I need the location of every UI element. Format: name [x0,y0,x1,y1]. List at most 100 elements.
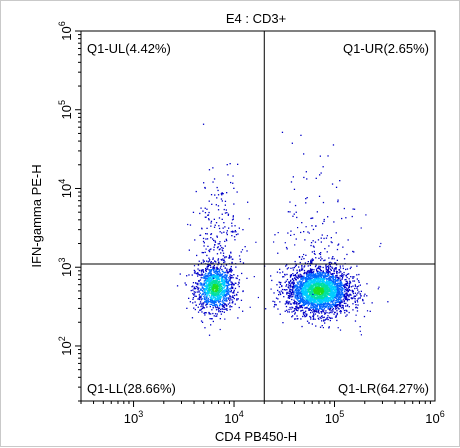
event-dot [238,255,241,257]
event-dot [212,262,214,264]
event-dot [318,302,321,304]
event-dot [219,275,221,277]
event-dot [328,297,331,300]
event-dot [222,295,225,297]
event-dot [222,305,224,307]
event-dot [313,278,315,280]
event-dot [219,269,221,271]
event-dot [208,291,210,293]
event-dot [330,301,332,303]
event-dot [318,291,320,293]
event-dot [292,269,295,271]
event-dot [204,289,206,292]
event-dot [337,327,339,329]
event-dot [219,298,221,300]
event-dot [297,296,299,298]
event-dot [346,295,348,297]
event-dot [359,330,361,332]
event-dot [322,271,324,273]
event-dot [308,276,310,278]
event-dot [235,231,237,233]
event-dot [310,281,312,283]
event-dot [226,233,228,236]
event-dot [288,291,290,293]
event-dot [329,271,331,273]
event-dot [232,287,234,289]
event-dot [328,294,330,296]
event-dot [336,291,338,293]
event-dot [291,142,293,144]
event-dot [299,306,301,308]
event-dot [365,214,367,216]
event-dot [216,313,218,315]
event-dot [218,300,220,302]
event-dot [318,307,321,310]
event-dot [294,297,296,299]
event-dot [332,307,334,310]
event-dot [230,274,233,277]
event-dot [203,277,205,279]
event-dot [289,296,291,298]
event-dot [329,278,332,280]
event-dot [200,288,202,290]
event-dot [321,282,323,284]
event-dot [202,237,205,240]
event-dot [219,231,221,233]
event-dot [225,274,227,276]
event-dot [221,293,223,296]
event-dot [202,277,204,279]
event-dot [326,286,328,288]
event-dot [219,295,221,297]
event-dot [229,277,231,280]
event-dot [219,241,221,243]
event-dot [340,302,342,304]
event-dot [326,294,328,296]
event-dot [325,271,328,273]
event-dot [204,216,206,218]
event-dot [287,311,289,313]
event-dot [224,272,226,274]
event-dot [333,287,335,289]
event-dot [215,315,217,317]
event-dot [335,270,338,272]
event-dot [231,219,234,221]
event-dot [321,289,324,291]
event-dot [216,236,218,238]
event-dot [202,283,204,285]
event-dot [332,310,334,312]
event-dot [338,278,340,281]
event-dot [236,298,238,300]
event-dot [351,215,353,218]
event-dot [346,284,348,287]
event-dot [310,288,312,291]
event-dot [306,320,309,322]
event-dot [294,260,296,263]
event-dot [309,291,312,293]
event-dot [322,299,325,301]
event-dot [315,305,318,307]
event-dot [217,289,219,292]
event-dot [303,153,305,155]
event-dot [342,289,344,291]
event-dot [337,201,339,203]
event-dot [303,289,305,292]
event-dot [326,283,328,285]
event-dot [286,300,288,302]
event-dot [229,306,231,308]
event-dot [324,276,327,278]
event-dot [310,278,312,280]
event-dot [289,211,291,213]
event-dot [312,311,314,313]
event-dot [326,268,328,270]
event-dot [210,290,212,292]
event-dot [292,286,294,288]
event-dot [293,213,295,215]
event-dot [279,292,281,294]
x-tick-label: 105 [325,409,344,426]
event-dot [205,281,208,283]
event-dot [192,298,194,300]
event-dot [202,307,204,310]
event-dot [326,296,328,298]
event-dot [213,274,215,276]
event-dot [357,301,359,303]
